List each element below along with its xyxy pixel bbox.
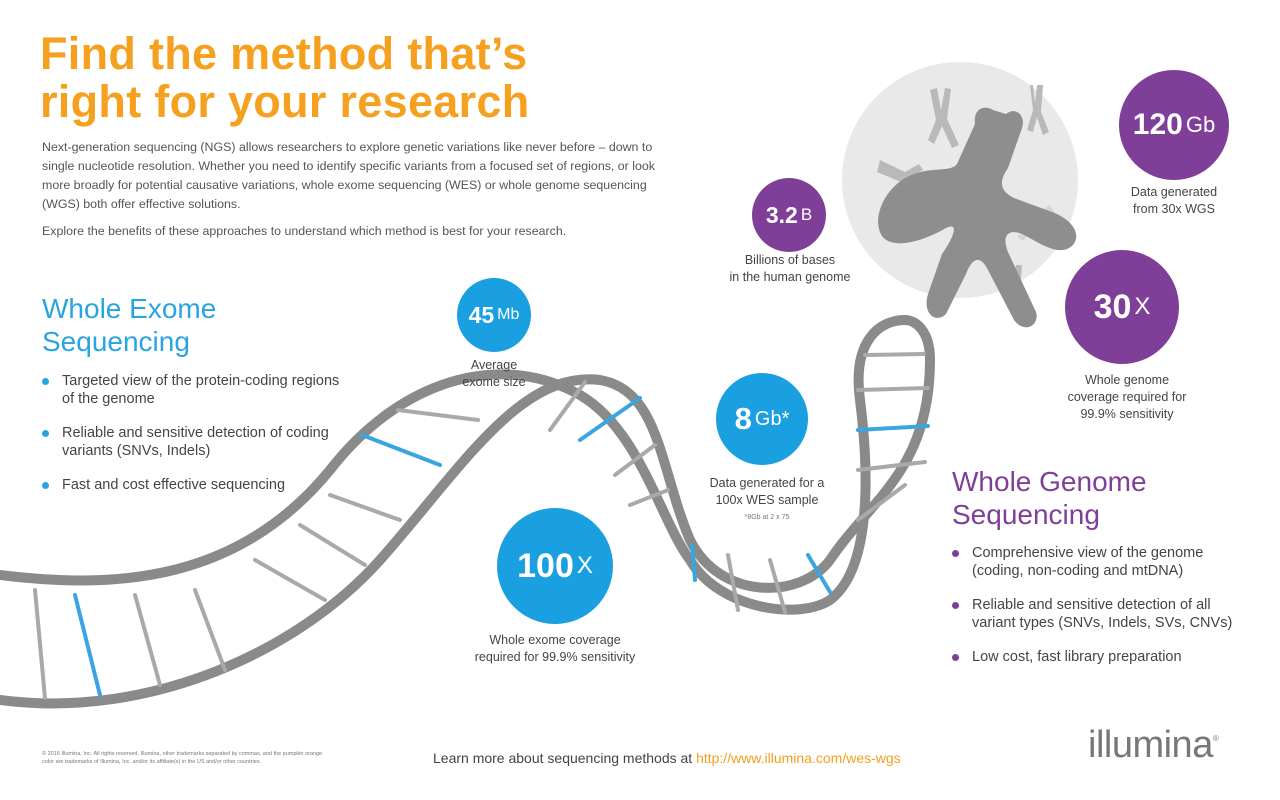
stat-label-line: from 30x WGS <box>1133 202 1215 216</box>
stat-value: 3.2 <box>765 201 798 228</box>
bullet-dot-icon <box>42 378 49 385</box>
stat-label-line: Whole genome <box>1084 373 1170 387</box>
stat-label-line: Data generated for a <box>709 476 825 490</box>
wes-section-title: Whole Exome Sequencing <box>42 292 216 358</box>
bullet-dot-icon <box>42 430 49 437</box>
learn-more-text: Learn more about sequencing methods at <box>433 750 693 766</box>
stat-unit: X <box>576 552 593 579</box>
learn-more-link[interactable]: http://www.illumina.com/wes-wgs <box>696 750 901 766</box>
bullet-dot-icon <box>952 654 959 661</box>
wgs-title-line2: Sequencing <box>952 499 1100 530</box>
stat-unit: Mb <box>497 306 520 323</box>
wes-title-line2: Sequencing <box>42 326 190 357</box>
list-item: Low cost, fast library preparation <box>952 648 1252 666</box>
stat-unit: X <box>1134 293 1151 320</box>
illumina-logo: illumina® <box>1088 724 1219 767</box>
list-item: Reliable and sensitive detection of codi… <box>42 424 342 460</box>
list-item: Fast and cost effective sequencing <box>42 476 342 494</box>
stat-label-line: Data generated <box>1130 185 1218 199</box>
list-item: Reliable and sensitive detection of all … <box>952 596 1252 632</box>
genome-bases-badge: 3.2 B <box>752 178 826 252</box>
wgs-title-line1: Whole Genome <box>952 466 1147 497</box>
page-title-line1: Find the method that’s <box>40 28 528 79</box>
stat-unit: Gb <box>1185 112 1216 137</box>
wgs-bullet-text: Reliable and sensitive detection of all … <box>972 597 1233 631</box>
stat-value: 100 <box>517 546 574 585</box>
wgs-section-title: Whole Genome Sequencing <box>952 465 1147 531</box>
genome-bases-label: Billions of bases in the human genome <box>710 252 870 286</box>
page-title: Find the method that’s right for your re… <box>40 30 530 126</box>
wes-coverage-badge: 100 X <box>497 508 613 624</box>
stat-label-line: coverage required for <box>1067 390 1187 404</box>
wgs-coverage-badge: 30 X <box>1065 250 1179 364</box>
wgs-bullet-text: Comprehensive view of the genome (coding… <box>972 545 1204 579</box>
chromosome-illustration <box>842 62 1078 328</box>
stat-label-line: 99.9% sensitivity <box>1080 407 1174 421</box>
stat-label-line: Billions of bases <box>744 253 836 267</box>
wes-bullet-text: Reliable and sensitive detection of codi… <box>62 425 329 459</box>
exome-size-badge: 45 Mb <box>457 278 531 352</box>
wes-bullet-text: Targeted view of the protein-coding regi… <box>62 373 340 407</box>
stat-label-line: Average <box>470 358 518 372</box>
legal-text: © 2016 Illumina, Inc. All rights reserve… <box>42 751 323 765</box>
stat-label-line: in the human genome <box>729 270 851 284</box>
wes-coverage-label: Whole exome coverage required for 99.9% … <box>435 632 675 666</box>
stat-value: 120 <box>1132 108 1183 141</box>
stat-value: 8 <box>734 401 752 436</box>
stat-unit: Gb* <box>754 407 790 430</box>
page-title-line2: right for your research <box>40 76 530 127</box>
list-item: Comprehensive view of the genome (coding… <box>952 544 1252 580</box>
wes-data-badge: 8 Gb* <box>716 373 808 465</box>
wes-bullet-text: Fast and cost effective sequencing <box>62 477 286 493</box>
wgs-bullet-text: Low cost, fast library preparation <box>972 649 1182 665</box>
learn-more: Learn more about sequencing methods at h… <box>433 750 901 766</box>
wgs-coverage-label: Whole genome coverage required for 99.9%… <box>1052 372 1202 423</box>
wgs-data-badge: 120 Gb <box>1119 70 1229 180</box>
stat-label-line: required for 99.9% sensitivity <box>474 650 636 664</box>
wgs-data-label: Data generated from 30x WGS <box>1104 184 1244 218</box>
stat-label-line: 100x WES sample <box>715 493 819 507</box>
stat-label-line: Whole exome coverage <box>489 633 621 647</box>
bullet-dot-icon <box>952 602 959 609</box>
logo-text: illumina <box>1088 724 1213 766</box>
registered-mark: ® <box>1212 734 1219 743</box>
list-item: Targeted view of the protein-coding regi… <box>42 372 342 408</box>
intro-text: Next-generation sequencing (NGS) allows … <box>42 138 667 249</box>
intro-paragraph-1: Next-generation sequencing (NGS) allows … <box>42 140 655 211</box>
wgs-benefits-list: Comprehensive view of the genome (coding… <box>952 544 1252 682</box>
bullet-dot-icon <box>42 482 49 489</box>
bullet-dot-icon <box>952 550 959 557</box>
wes-data-label: Data generated for a 100x WES sample *8G… <box>692 475 842 526</box>
stat-unit: B <box>800 205 813 224</box>
stat-footnote: *8Gb at 2 x 75 <box>744 514 790 521</box>
wes-benefits-list: Targeted view of the protein-coding regi… <box>42 372 342 510</box>
stat-value: 30 <box>1093 287 1132 326</box>
wes-title-line1: Whole Exome <box>42 293 217 324</box>
stat-label-line: exome size <box>462 375 526 389</box>
intro-paragraph-2: Explore the benefits of these approaches… <box>42 224 567 238</box>
stat-value: 45 <box>468 301 495 328</box>
exome-size-label: Average exome size <box>434 357 554 391</box>
